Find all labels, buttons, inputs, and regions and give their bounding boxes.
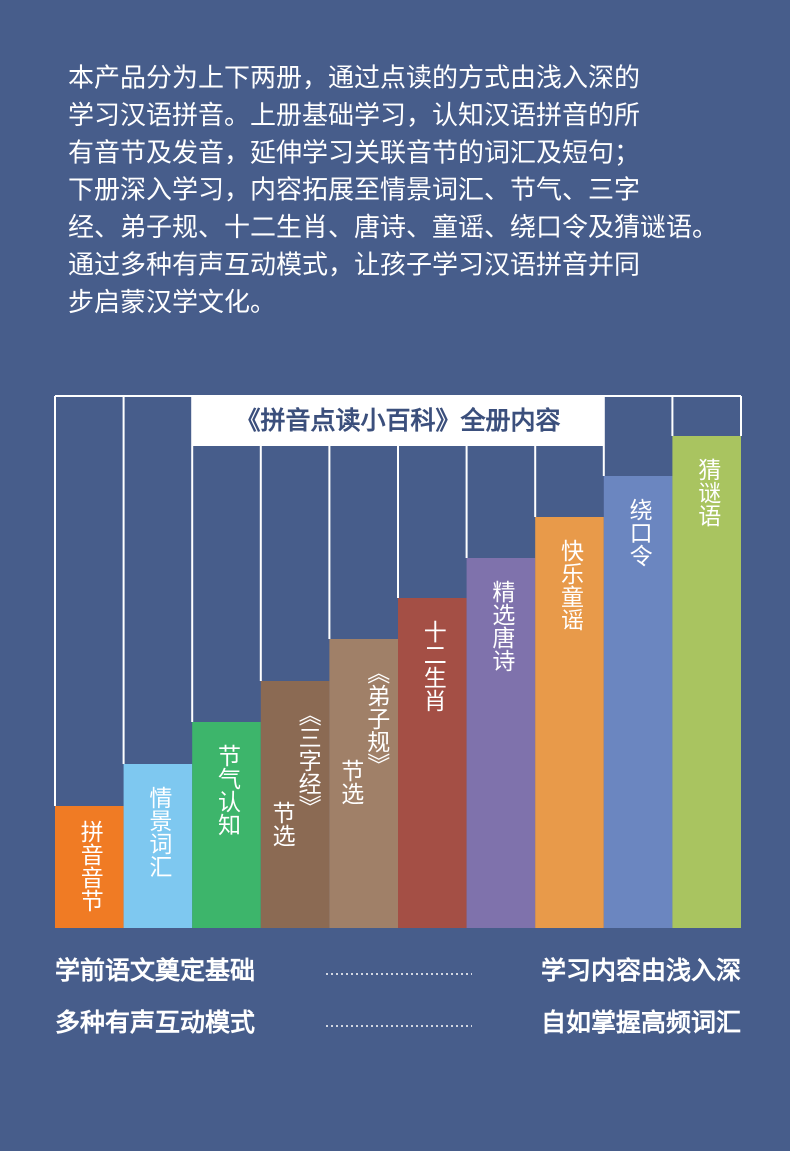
column-label: 节选 bbox=[337, 759, 364, 805]
column bbox=[55, 806, 124, 928]
column-label: 快乐童谣 bbox=[557, 539, 585, 631]
column bbox=[672, 436, 741, 928]
intro-line: 下册深入学习，内容拓展至情景词汇、节气、三字 bbox=[68, 176, 640, 206]
column-label: 拼音音节 bbox=[76, 820, 104, 912]
feature-right: 学习内容由浅入深 bbox=[541, 956, 741, 985]
column-label: 情景词汇 bbox=[145, 786, 173, 878]
column bbox=[535, 517, 604, 928]
column-label: 十二生肖 bbox=[419, 620, 446, 712]
column-label: 精选唐诗 bbox=[488, 580, 516, 672]
column bbox=[398, 598, 467, 928]
intro-line: 步启蒙汉学文化。 bbox=[68, 288, 276, 318]
intro-line: 经、弟子规、十二生肖、唐诗、童谣、绕口令及猜谜语。 bbox=[68, 213, 718, 243]
intro-line: 通过多种有声互动模式，让孩子学习汉语拼音并同 bbox=[68, 251, 640, 281]
intro-line: 本产品分为上下两册，通过点读的方式由浅入深的 bbox=[68, 64, 640, 94]
column-label: 猜谜语 bbox=[694, 458, 722, 527]
feature-left: 学前语文奠定基础 bbox=[55, 956, 255, 985]
intro-line: 学习汉语拼音。上册基础学习，认知汉语拼音的所 bbox=[68, 101, 640, 131]
column bbox=[260, 681, 330, 928]
diagram-title: 《拼音点读小百科》全册内容 bbox=[235, 406, 560, 435]
column-label: 绕口令 bbox=[625, 498, 653, 567]
title-box bbox=[192, 396, 604, 446]
column-label: 节选 bbox=[268, 801, 295, 847]
feature-right: 自如掌握高频词汇 bbox=[541, 1008, 741, 1037]
column bbox=[329, 639, 398, 928]
column bbox=[123, 764, 193, 928]
feature-left: 多种有声互动模式 bbox=[55, 1008, 255, 1037]
column-label: 节气认知 bbox=[214, 744, 242, 836]
column-label: 《三字经》 bbox=[294, 703, 322, 818]
column bbox=[192, 722, 261, 928]
column bbox=[603, 476, 673, 928]
column bbox=[466, 558, 536, 928]
column-label: 《弟子规》 bbox=[363, 661, 391, 776]
intro-line: 有音节及发音，延伸学习关联音节的词汇及短句； bbox=[68, 138, 640, 168]
